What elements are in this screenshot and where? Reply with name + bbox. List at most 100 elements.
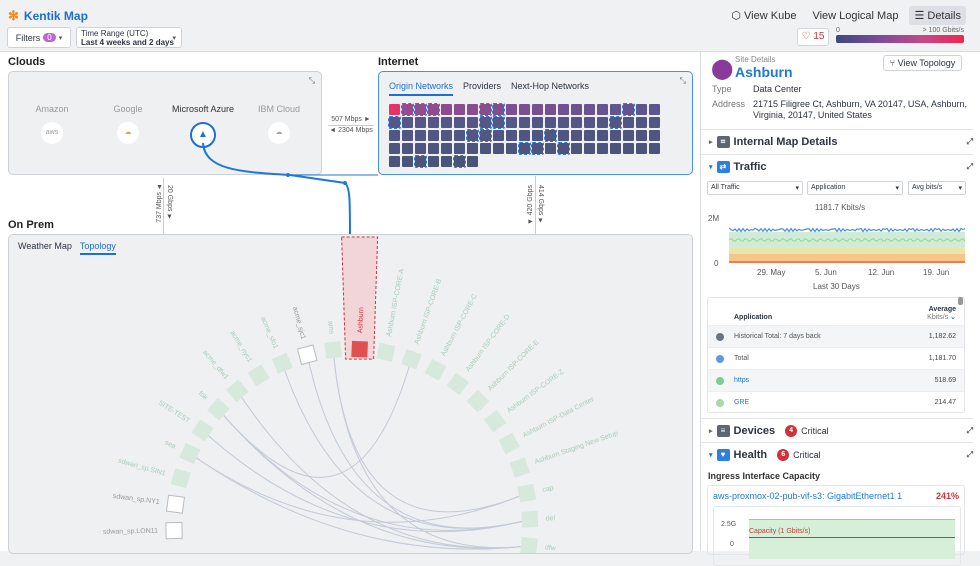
tab-topology[interactable]: Topology [79,241,116,255]
cloud-azure[interactable]: Microsoft Azure ▲ [162,104,244,148]
tab-next-hop-networks[interactable]: Next-Hop Networks [511,81,590,91]
network-cell[interactable] [571,104,582,115]
site-node[interactable] [520,536,538,554]
topology-graph[interactable]: sdwan_sp.LON11 sdwan_sp.NY1 sdwan_sp.SIN1 s… [9,235,693,554]
site-node[interactable] [509,457,531,478]
network-cell[interactable] [402,130,413,141]
dimension-select[interactable]: Application ▾ [807,181,903,195]
network-cell[interactable] [506,130,517,141]
network-cell[interactable] [545,117,556,128]
network-cell[interactable] [519,104,530,115]
network-cell[interactable] [467,143,478,154]
expand-icon[interactable]: ⤢ [966,425,973,435]
network-cell[interactable] [388,116,401,129]
network-cell[interactable] [454,104,465,115]
site-node[interactable] [165,494,185,514]
network-cell[interactable] [636,117,647,128]
network-cell[interactable] [571,117,582,128]
network-cell[interactable] [649,143,660,154]
network-cell[interactable] [453,155,466,168]
network-cell[interactable] [441,117,452,128]
application-name[interactable]: https [734,377,750,384]
network-cell[interactable] [428,143,439,154]
network-cell[interactable] [389,143,400,154]
network-cell[interactable] [428,156,439,167]
network-cell[interactable] [623,117,634,128]
cloud-google[interactable]: Google ☁ [93,104,163,144]
site-node[interactable] [271,352,293,374]
network-cell[interactable] [531,142,544,155]
network-cell[interactable] [597,104,608,115]
app-brand[interactable]: ✻ Kentik Map [8,8,88,24]
topology-link[interactable] [332,349,530,549]
network-cell[interactable] [636,143,647,154]
cloud-internet-link[interactable]: 507 Mbps ► ◄ 2304 Mbps [328,115,374,136]
network-cell[interactable] [479,116,492,129]
collapse-icon[interactable]: ⤡ [308,76,315,85]
network-cell[interactable] [479,129,492,142]
topology-link[interactable] [236,390,530,549]
network-cell[interactable] [454,143,465,154]
network-cell[interactable] [401,103,414,116]
health-alerts-button[interactable]: ♡ 15 [797,28,829,46]
network-cell[interactable] [506,104,517,115]
network-cell[interactable] [597,117,608,128]
site-node[interactable] [424,358,447,381]
network-cell[interactable] [649,104,660,115]
site-node[interactable] [179,442,201,465]
network-cell[interactable] [558,130,569,141]
network-cell[interactable] [518,142,531,155]
site-node[interactable] [446,372,470,396]
site-node[interactable] [324,341,343,359]
network-cell[interactable] [584,104,595,115]
expand-icon[interactable]: ⤢ [966,162,973,171]
application-name[interactable]: GRE [734,399,750,406]
cloud-ibm[interactable]: IBM Cloud ☁ [244,104,314,144]
network-cell[interactable] [597,130,608,141]
network-cell[interactable] [544,129,557,142]
network-cell[interactable] [415,117,426,128]
expand-icon[interactable]: ⤢ [966,137,973,146]
network-cell[interactable] [506,143,517,154]
expand-icon[interactable]: ⤢ [966,449,973,459]
network-cell[interactable] [402,156,413,167]
network-cell[interactable] [649,130,660,141]
network-cell[interactable] [441,143,452,154]
network-cell[interactable] [441,130,452,141]
view-logical-map-button[interactable]: View Logical Map [812,9,899,22]
network-cell[interactable] [506,117,517,128]
network-cell[interactable] [389,104,400,115]
network-cell[interactable] [441,156,452,167]
tab-providers[interactable]: Providers [463,81,502,91]
network-cell[interactable] [623,143,634,154]
site-node[interactable] [165,521,183,540]
site-node[interactable] [351,340,368,358]
network-cell[interactable] [584,143,595,154]
network-cell[interactable] [492,103,505,116]
tab-weather-map[interactable]: Weather Map [18,241,72,251]
site-node[interactable] [191,419,214,442]
network-cell[interactable] [389,130,400,141]
network-cell[interactable] [428,130,439,141]
topology-link[interactable] [281,363,530,529]
interface-link[interactable]: aws-proxmox-02-pub-vif-s3: GigabitEthern… [713,491,903,501]
network-cell[interactable] [480,143,491,154]
network-cell[interactable] [610,130,621,141]
network-cell[interactable] [532,130,543,141]
network-cell[interactable] [467,117,478,128]
column-header-average[interactable]: Average Kbits/s ⌄ [916,306,956,321]
traffic-section[interactable]: ▾ ⇄ Traffic ⤢ [701,154,973,179]
network-cell[interactable] [623,130,634,141]
network-cell[interactable] [649,117,660,128]
network-cell[interactable] [558,117,569,128]
network-cell[interactable] [584,117,595,128]
table-row[interactable]: GRE 214.47 [708,391,964,412]
network-cell[interactable] [532,117,543,128]
network-cell[interactable] [636,130,647,141]
network-cell[interactable] [454,130,465,141]
network-cell[interactable] [609,116,622,129]
network-cell[interactable] [571,143,582,154]
network-cell[interactable] [402,117,413,128]
network-cell[interactable] [519,117,530,128]
network-cell[interactable] [597,143,608,154]
